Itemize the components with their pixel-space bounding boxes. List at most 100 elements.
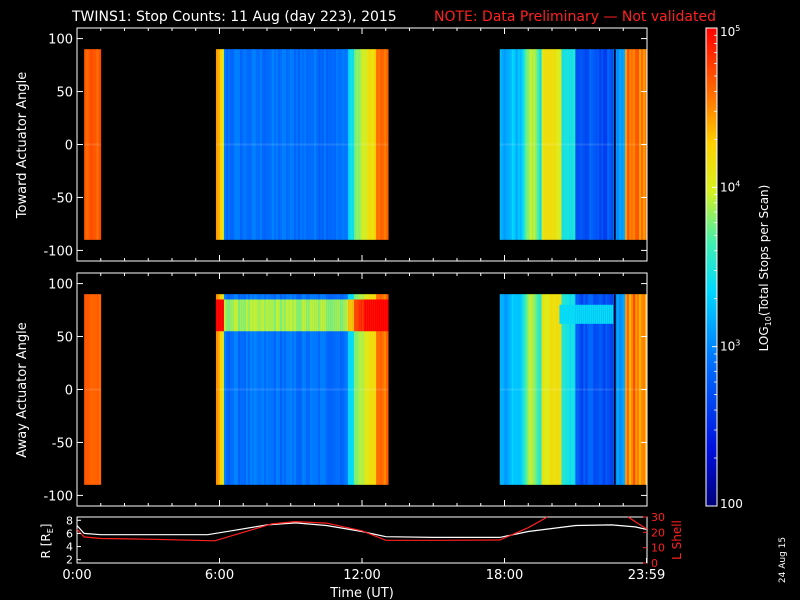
heatmap-band bbox=[601, 304, 604, 324]
heatmap-column bbox=[607, 49, 610, 240]
heatmap-band bbox=[358, 299, 361, 332]
generation-date-stamp: 24 Aug 15 bbox=[778, 537, 788, 583]
heatmap-column bbox=[581, 294, 584, 485]
heatmap-band bbox=[380, 299, 383, 332]
heatmap-column bbox=[294, 294, 297, 485]
heatmap-column bbox=[535, 49, 538, 240]
heatmap-column bbox=[298, 294, 301, 485]
colorbar-label: LOG10(Total Stops per Scan) bbox=[757, 185, 773, 352]
lshell-tick-label: 30 bbox=[651, 511, 665, 524]
heatmap-column bbox=[639, 49, 642, 240]
heatmap-column bbox=[593, 294, 596, 485]
heatmap-column bbox=[239, 294, 243, 485]
heatmap-band bbox=[314, 299, 317, 332]
y-tick-label: 100 bbox=[48, 278, 73, 293]
heatmap-column bbox=[509, 49, 513, 240]
heatmap-band bbox=[328, 299, 331, 332]
heatmap-band bbox=[348, 299, 351, 332]
heatmap-column bbox=[374, 294, 377, 485]
y-tick-label: 50 bbox=[56, 86, 73, 101]
away-heatmap bbox=[84, 294, 648, 485]
r-axis-label-main: R [R bbox=[39, 533, 53, 558]
heatmap-column bbox=[272, 49, 275, 240]
heatmap-column bbox=[276, 49, 279, 240]
heatmap-band bbox=[587, 304, 590, 324]
heatmap-column bbox=[231, 294, 235, 485]
heatmap-column bbox=[627, 294, 630, 485]
heatmap-column bbox=[605, 49, 608, 240]
lshell-tick-label: 10 bbox=[651, 542, 665, 555]
heatmap-band bbox=[316, 299, 319, 332]
heatmap-column bbox=[601, 49, 604, 240]
heatmap-column bbox=[276, 294, 279, 485]
heatmap-band bbox=[565, 304, 568, 324]
heatmap-column bbox=[280, 49, 283, 240]
heatmap-column bbox=[300, 294, 303, 485]
heatmap-column bbox=[261, 49, 265, 240]
heatmap-column bbox=[263, 294, 267, 485]
heatmap-band bbox=[294, 299, 297, 332]
heatmap-column bbox=[589, 49, 592, 240]
heatmap-band bbox=[300, 299, 303, 332]
heatmap-band bbox=[245, 299, 249, 332]
heatmap-band bbox=[611, 304, 614, 324]
heatmap-column bbox=[270, 294, 273, 485]
heatmap-column bbox=[603, 49, 606, 240]
heatmap-column bbox=[637, 49, 640, 240]
heatmap-band bbox=[374, 299, 377, 332]
heatmap-band bbox=[267, 299, 271, 332]
heatmap-column bbox=[501, 294, 505, 485]
heatmap-column bbox=[336, 294, 339, 485]
heatmap-band bbox=[278, 299, 281, 332]
heatmap-column bbox=[251, 49, 255, 240]
heatmap-column bbox=[515, 49, 519, 240]
heatmap-column bbox=[623, 49, 626, 240]
heatmap-zero-line bbox=[84, 388, 101, 391]
heatmap-column bbox=[348, 49, 351, 240]
heatmap-column bbox=[328, 49, 331, 240]
heatmap-column bbox=[569, 49, 572, 240]
heatmap-column bbox=[290, 294, 293, 485]
heatmap-column bbox=[565, 294, 568, 485]
heatmap-column bbox=[235, 294, 239, 485]
colorbar-gradient bbox=[705, 27, 718, 507]
heatmap-band bbox=[573, 304, 576, 324]
heatmap-column bbox=[282, 294, 285, 485]
heatmap-column bbox=[513, 49, 517, 240]
heatmap-column bbox=[219, 294, 223, 485]
heatmap-column bbox=[577, 49, 580, 240]
heatmap-band bbox=[354, 299, 357, 332]
heatmap-column bbox=[625, 294, 628, 485]
heatmap-column bbox=[599, 294, 602, 485]
heatmap-zero-line bbox=[499, 388, 647, 391]
heatmap-band bbox=[330, 299, 333, 332]
heatmap-band bbox=[386, 299, 389, 332]
r-axis-label-close: ] bbox=[39, 524, 53, 529]
heatmap-band bbox=[334, 299, 337, 332]
heatmap-band bbox=[605, 304, 608, 324]
heatmap-band bbox=[239, 299, 243, 332]
heatmap-column bbox=[615, 49, 618, 240]
heatmap-column bbox=[90, 49, 93, 240]
heatmap-column bbox=[223, 49, 227, 240]
heatmap-column bbox=[284, 294, 287, 485]
heatmap-column bbox=[579, 49, 582, 240]
heatmap-band bbox=[579, 304, 582, 324]
heatmap-band bbox=[219, 299, 223, 332]
heatmap-column bbox=[366, 49, 369, 240]
heatmap-column bbox=[316, 49, 319, 240]
heatmap-band bbox=[235, 299, 239, 332]
heatmap-column bbox=[595, 294, 598, 485]
heatmap-column bbox=[255, 49, 259, 240]
heatmap-column bbox=[591, 294, 594, 485]
heatmap-band bbox=[306, 299, 309, 332]
heatmap-column bbox=[559, 49, 562, 240]
heatmap-band bbox=[581, 304, 584, 324]
heatmap-column bbox=[255, 294, 259, 485]
away-y-ticks: 100 50 0 -50 -100 bbox=[43, 273, 648, 506]
heatmap-column bbox=[515, 294, 519, 485]
heatmap-column bbox=[318, 294, 321, 485]
heatmap-column bbox=[88, 294, 91, 485]
